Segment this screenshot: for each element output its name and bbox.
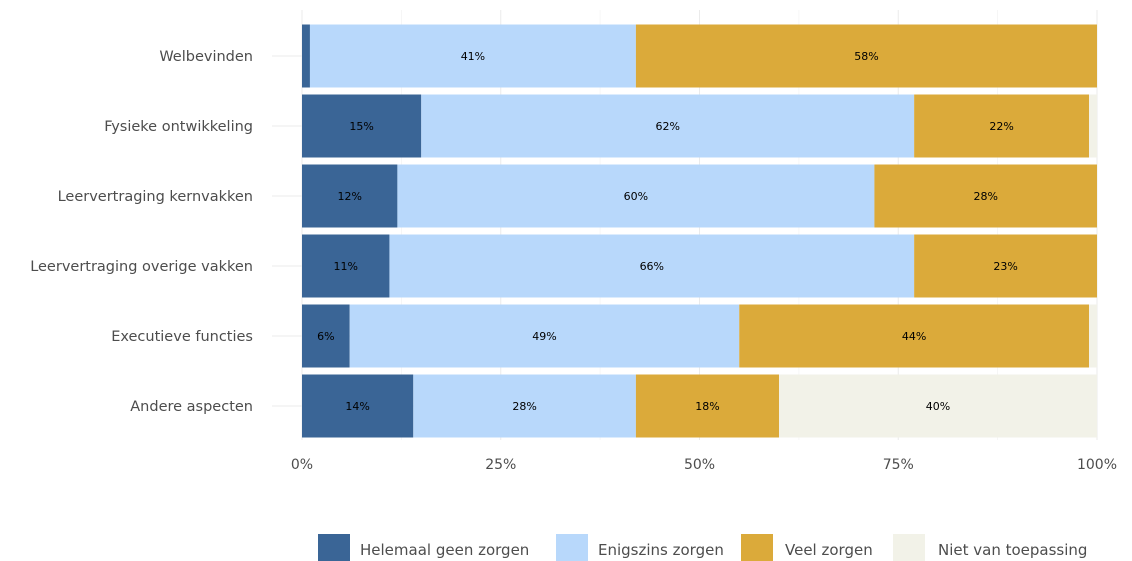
bar-segment xyxy=(302,234,390,298)
legend-label: Veel zorgen xyxy=(785,541,873,559)
bar-segment xyxy=(302,304,350,368)
data-label: 28% xyxy=(512,400,536,413)
data-label: 49% xyxy=(532,330,556,343)
bar-segment xyxy=(421,94,915,158)
bars: 41% 58% 15% 62% 22% 12% 60% 28% 11% 66% 23% 6% 49% 44… xyxy=(302,24,1097,438)
legend-key xyxy=(741,534,773,561)
data-label: 6% xyxy=(317,330,334,343)
legend-key xyxy=(318,534,350,561)
legend-label: Enigszins zorgen xyxy=(598,541,724,559)
data-label: 44% xyxy=(902,330,926,343)
category-label: Executieve functies xyxy=(111,329,253,345)
category-label: Welbevinden xyxy=(159,49,253,65)
data-label: 41% xyxy=(461,50,485,63)
category-label: Fysieke ontwikkeling xyxy=(104,119,253,135)
data-label: 22% xyxy=(989,120,1013,133)
bar-segment xyxy=(1089,94,1097,158)
bar-segment xyxy=(309,24,636,88)
data-label: 60% xyxy=(624,190,648,203)
category-label: Leervertraging overige vakken xyxy=(30,259,253,275)
bar-segment xyxy=(635,374,779,438)
legend-label: Niet van toepassing xyxy=(938,541,1087,559)
bar-segment xyxy=(874,164,1097,228)
category-label: Leervertraging kernvakken xyxy=(58,189,253,205)
bar-segment xyxy=(635,24,1097,88)
data-label: 15% xyxy=(349,120,373,133)
legend: Helemaal geen zorgen Enigszins zorgen Veel… xyxy=(318,534,1087,561)
data-label: 40% xyxy=(926,400,950,413)
bar-segment xyxy=(739,304,1090,368)
data-label: 66% xyxy=(640,260,664,273)
data-label: 28% xyxy=(973,190,997,203)
bar-segment xyxy=(389,234,915,298)
legend-key xyxy=(893,534,925,561)
x-axis-ticks: 0% 25% 50% 75% 100% xyxy=(291,457,1117,473)
x-tick-label: 25% xyxy=(485,457,516,473)
bar-segment xyxy=(397,164,875,228)
bar-segment xyxy=(302,164,398,228)
data-label: 14% xyxy=(345,400,369,413)
bar-segment xyxy=(914,94,1090,158)
category-labels: Welbevinden Fysieke ontwikkeling Leervertr… xyxy=(30,49,253,415)
data-label: 62% xyxy=(655,120,679,133)
x-tick-label: 75% xyxy=(883,457,914,473)
data-label: 23% xyxy=(993,260,1017,273)
bar-segment xyxy=(1089,304,1097,368)
bar-segment xyxy=(914,234,1097,298)
legend-label: Helemaal geen zorgen xyxy=(360,541,529,559)
data-label: 58% xyxy=(854,50,878,63)
bar-segment xyxy=(349,304,740,368)
x-tick-label: 0% xyxy=(291,457,313,473)
bar-segment xyxy=(302,94,422,158)
bar-segment xyxy=(302,374,414,438)
x-tick-label: 100% xyxy=(1077,457,1117,473)
bar-segment xyxy=(779,374,1097,438)
x-tick-label: 50% xyxy=(684,457,715,473)
category-label: Andere aspecten xyxy=(130,399,253,415)
bar-segment xyxy=(413,374,636,438)
bar-segment xyxy=(302,24,310,88)
data-label: 12% xyxy=(337,190,361,203)
legend-key xyxy=(556,534,588,561)
data-label: 18% xyxy=(695,400,719,413)
data-label: 11% xyxy=(333,260,357,273)
